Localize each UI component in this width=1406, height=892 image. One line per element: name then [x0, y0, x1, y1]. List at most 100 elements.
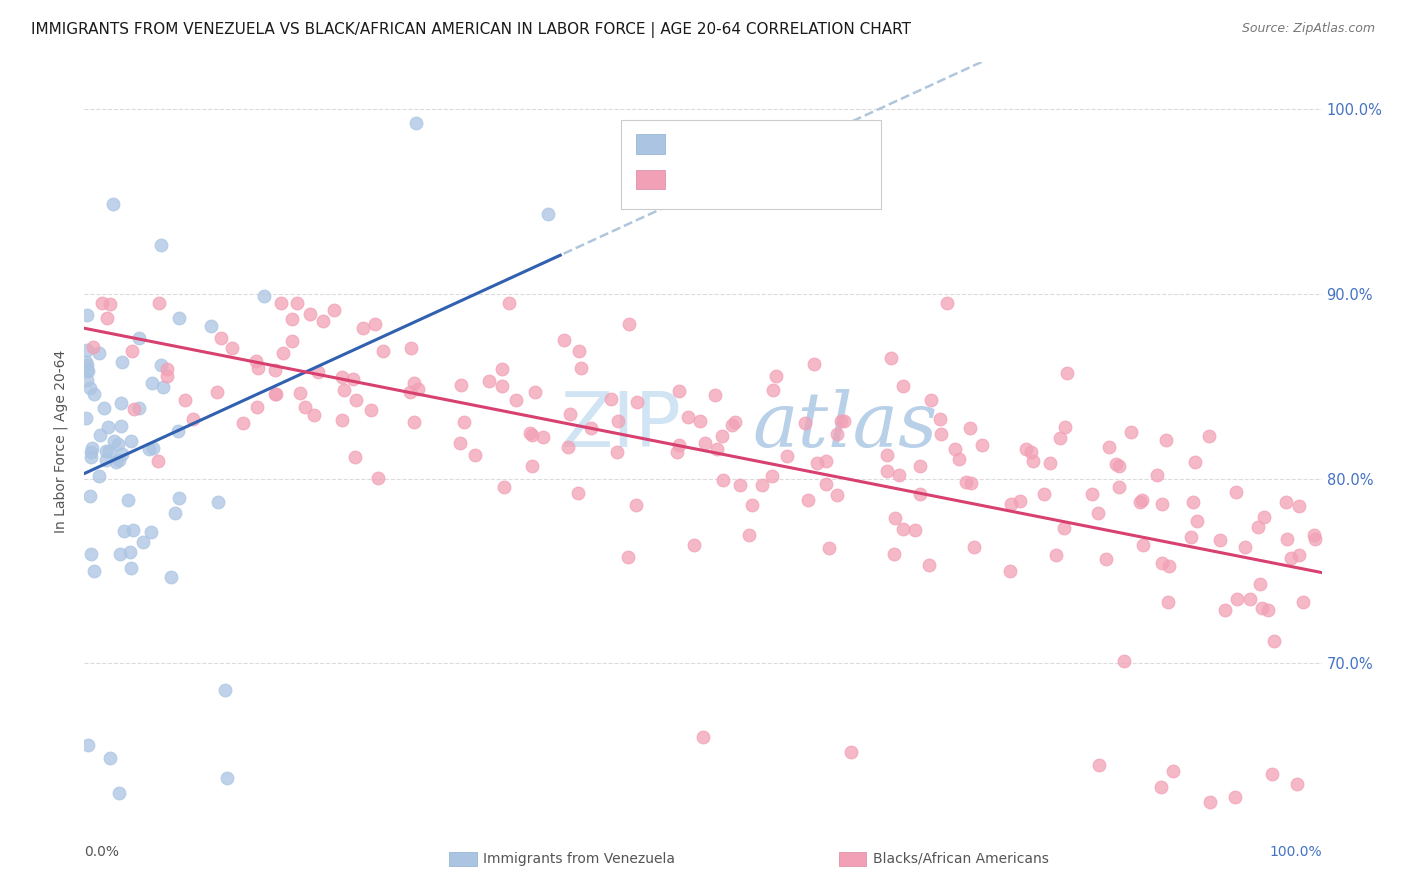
Point — [165, 506, 187, 520]
Point — [1161, 764, 1184, 778]
Point — [1150, 556, 1173, 570]
Point — [1146, 467, 1168, 482]
Point — [948, 452, 970, 467]
Point — [107, 437, 129, 451]
Point — [98, 297, 121, 311]
Point — [371, 343, 394, 358]
Point — [221, 341, 243, 355]
Point — [676, 410, 699, 425]
Point — [128, 330, 150, 344]
Point — [815, 477, 838, 491]
Point — [120, 434, 142, 449]
Point — [80, 445, 103, 459]
Point — [1277, 532, 1299, 546]
Point — [97, 420, 120, 434]
Point — [76, 343, 98, 357]
Point — [166, 424, 188, 438]
Point — [683, 538, 706, 552]
Text: 0.0%: 0.0% — [84, 845, 120, 859]
Point — [1045, 548, 1067, 562]
Text: IMMIGRANTS FROM VENEZUELA VS BLACK/AFRICAN AMERICAN IN LABOR FORCE | AGE 20-64 C: IMMIGRANTS FROM VENEZUELA VS BLACK/AFRIC… — [31, 22, 911, 38]
Point — [1279, 550, 1302, 565]
Point — [505, 393, 527, 408]
Point — [889, 468, 911, 483]
Text: N= 65: N= 65 — [766, 136, 814, 152]
Point — [1288, 548, 1310, 562]
Point — [1223, 789, 1246, 804]
Point — [943, 442, 966, 457]
Point — [101, 197, 124, 211]
Point — [207, 495, 229, 509]
Point — [1180, 530, 1202, 544]
Point — [399, 341, 422, 355]
Point — [524, 385, 547, 400]
Point — [149, 238, 172, 252]
Point — [711, 429, 734, 443]
Point — [270, 296, 292, 310]
Point — [399, 385, 422, 400]
Point — [1095, 552, 1118, 566]
Point — [77, 738, 100, 752]
Point — [1199, 795, 1222, 809]
Point — [323, 303, 346, 318]
Point — [1152, 497, 1174, 511]
Point — [557, 440, 579, 454]
Point — [367, 471, 389, 485]
Point — [141, 524, 163, 539]
Point — [214, 682, 236, 697]
Point — [76, 363, 98, 377]
Point — [281, 312, 304, 326]
Point — [494, 480, 516, 494]
Point — [108, 547, 131, 561]
Point — [1132, 493, 1154, 508]
Point — [1157, 559, 1180, 574]
Point — [1088, 758, 1111, 772]
Point — [935, 296, 957, 310]
Point — [579, 421, 602, 435]
Point — [1275, 495, 1298, 509]
Point — [883, 547, 905, 561]
Point — [1022, 454, 1045, 468]
Point — [972, 438, 994, 452]
Point — [79, 381, 101, 395]
Point — [344, 392, 367, 407]
Point — [806, 456, 828, 470]
Point — [1239, 591, 1261, 606]
Point — [1105, 457, 1128, 471]
Point — [693, 435, 716, 450]
Point — [110, 395, 132, 409]
Point — [342, 371, 364, 385]
Point — [738, 528, 761, 542]
Point — [692, 731, 714, 745]
Point — [600, 392, 623, 406]
Point — [1285, 777, 1308, 791]
Point — [519, 425, 541, 440]
Point — [264, 386, 287, 401]
Point — [959, 421, 981, 435]
Text: Source: ZipAtlas.com: Source: ZipAtlas.com — [1241, 22, 1375, 36]
Point — [498, 296, 520, 310]
Point — [110, 418, 132, 433]
Point — [1157, 595, 1180, 609]
Point — [83, 387, 105, 401]
Point — [299, 307, 322, 321]
Point — [76, 374, 98, 388]
Point — [537, 207, 560, 221]
Point — [918, 558, 941, 573]
Point — [122, 523, 145, 537]
Point — [567, 486, 589, 500]
Point — [1182, 494, 1205, 508]
Point — [121, 344, 143, 359]
Point — [330, 370, 353, 384]
Point — [706, 442, 728, 456]
Point — [569, 361, 592, 376]
Point — [891, 522, 914, 536]
Point — [96, 444, 118, 458]
Point — [491, 361, 513, 376]
Point — [364, 317, 387, 331]
Point — [904, 523, 927, 537]
Point — [83, 564, 105, 578]
Point — [215, 771, 238, 785]
Point — [1247, 519, 1270, 533]
Point — [818, 541, 841, 556]
